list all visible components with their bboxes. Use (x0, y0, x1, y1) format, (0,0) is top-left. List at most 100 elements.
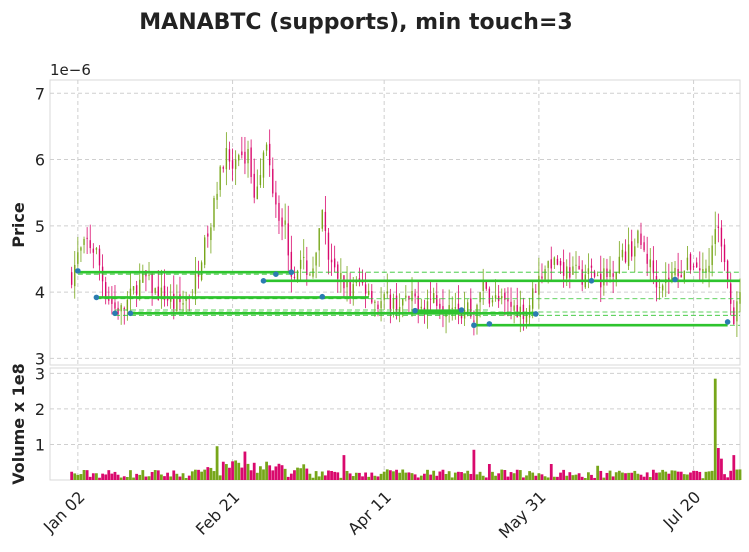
volume-bar (392, 471, 395, 480)
candle-body (612, 273, 614, 277)
candle-body (219, 166, 221, 190)
volume-bar (215, 446, 219, 480)
candle-body (135, 285, 138, 295)
volume-bar (605, 472, 609, 480)
volume-bar (466, 470, 470, 480)
volume-bar (735, 469, 739, 480)
candle-body (169, 297, 172, 302)
volume-bar (679, 471, 683, 480)
candle-body (646, 253, 648, 264)
candle-body (374, 301, 376, 303)
candle-body (457, 303, 460, 314)
candle-body (538, 275, 540, 295)
candle-body (692, 266, 695, 268)
candle-body (222, 167, 224, 169)
candle-body (631, 241, 633, 257)
volume-bar (259, 466, 262, 480)
volume-bar (707, 471, 711, 480)
volume-bar (528, 471, 531, 480)
candle-body (176, 296, 178, 312)
candle-body (699, 268, 701, 271)
volume-bar (648, 477, 652, 480)
touch-marker (486, 321, 493, 327)
candle-body (587, 268, 590, 274)
touch-marker (471, 322, 477, 329)
volume-bar (184, 477, 188, 480)
candle-body (417, 295, 419, 310)
touch-marker (75, 268, 81, 274)
volume-bar (166, 472, 169, 480)
price-scale-label: 1e−6 (50, 61, 91, 79)
candle-body (238, 155, 240, 161)
candle-body (142, 273, 144, 283)
candle-body (95, 248, 98, 250)
volume-bar (268, 465, 272, 480)
candle-body (157, 286, 159, 301)
candle-body (547, 261, 549, 268)
candle-body (488, 288, 491, 304)
candle-body (609, 269, 611, 278)
candle-body (309, 274, 311, 276)
volume-bar (70, 471, 74, 480)
volume-bar (667, 473, 671, 480)
candle-body (259, 175, 262, 186)
volume-bar (487, 464, 491, 480)
candle-body (216, 193, 218, 200)
candle-body (708, 265, 710, 273)
volume-bar (342, 455, 346, 480)
candle-body (624, 251, 627, 263)
candle-body (730, 283, 732, 304)
volume-bar (438, 471, 442, 480)
candle-body (123, 307, 125, 309)
volume-bar (682, 474, 686, 480)
candle-body (482, 281, 484, 291)
candle-body (287, 223, 289, 256)
candle-body (411, 290, 413, 302)
candle-body (383, 294, 385, 300)
candle-body (581, 269, 583, 285)
volume-bar (562, 469, 566, 480)
volume-bar (181, 473, 185, 480)
volume-bar (122, 476, 126, 480)
candle-body (281, 217, 283, 227)
candle-body (98, 248, 101, 266)
candle-body (368, 290, 370, 295)
volume-bar (265, 461, 268, 480)
volume-bar (432, 470, 436, 480)
candle-body (615, 272, 617, 280)
volume-bar (549, 464, 553, 480)
price-axis-label: Price (9, 202, 28, 248)
volume-bar (636, 473, 640, 480)
candle-body (262, 152, 265, 178)
volume-bar (546, 477, 550, 480)
volume-bar (630, 472, 634, 480)
volume-bar (475, 474, 479, 480)
volume-bar (382, 471, 386, 480)
candle-body (525, 313, 528, 323)
volume-bar (289, 473, 293, 480)
touch-marker (672, 276, 678, 283)
candle-body (349, 281, 351, 298)
volume-bar (664, 471, 668, 480)
candle-body (643, 242, 645, 251)
volume-bar (463, 473, 467, 480)
candle-body (315, 252, 317, 266)
candle-body (173, 293, 175, 309)
volume-bar (506, 476, 510, 480)
candle-body (590, 265, 593, 268)
volume-bar (534, 475, 538, 480)
support-lines (77, 270, 740, 327)
volume-bar (243, 451, 247, 480)
candle-body (182, 303, 184, 305)
candle-body (516, 305, 518, 318)
candle-body (77, 252, 79, 264)
volume-bar (552, 476, 556, 480)
candle-body (120, 305, 122, 312)
volume-bar (234, 460, 238, 480)
candle-body (210, 227, 212, 241)
volume-bar (197, 469, 200, 480)
volume-bar (141, 470, 145, 480)
volume-bar (574, 474, 578, 480)
volume-bar (599, 470, 603, 480)
volume-bar (543, 476, 547, 480)
